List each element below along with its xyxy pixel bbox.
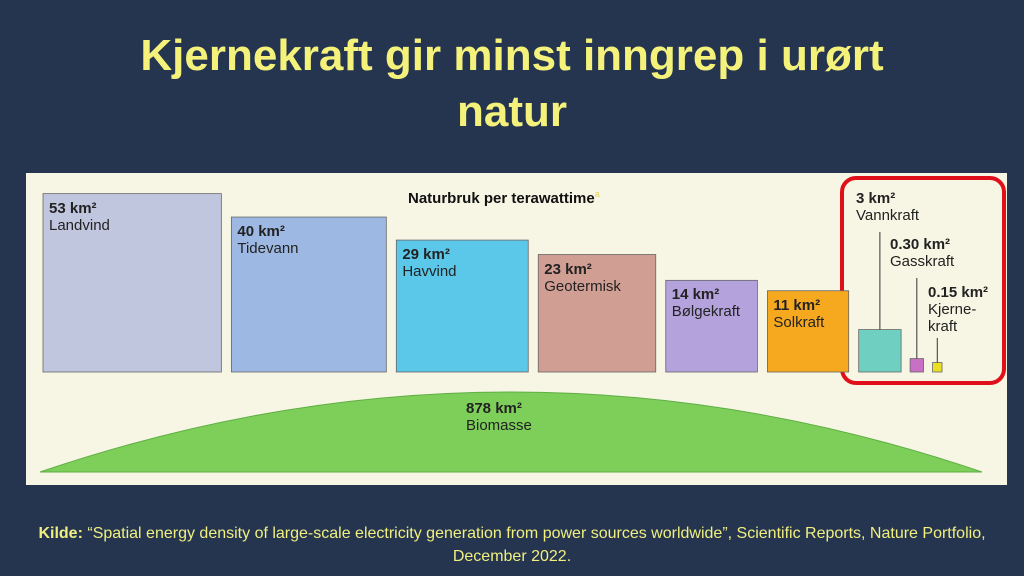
square <box>767 290 850 373</box>
source-text: “Spatial energy density of large-scale e… <box>87 525 986 565</box>
value-label: 3 km² <box>856 190 896 207</box>
value-label: 40 km² <box>237 223 285 241</box>
value-label: 11 km² <box>773 296 821 314</box>
square <box>395 239 529 373</box>
category-label: Gasskraft <box>890 253 955 270</box>
square-label: 3 km² Vannkraft <box>856 190 919 224</box>
square-label: 14 km² Bølgekraft <box>672 286 740 320</box>
square-label: 0.15 km² Kjerne-kraft <box>928 284 990 335</box>
category-label: Geotermisk <box>544 277 621 295</box>
title: Kjernekraft gir minst inngrep i urørt na… <box>140 31 884 136</box>
value-label: 23 km² <box>544 260 592 278</box>
square <box>665 279 758 373</box>
square <box>42 193 222 373</box>
square <box>537 254 657 373</box>
square-label: 29 km² Havvind <box>402 246 456 280</box>
source-label: Kilde: <box>38 525 83 542</box>
category-label: Tidevann <box>237 240 299 258</box>
subtitle-text: Naturbruk per terawattime <box>408 190 595 207</box>
value-label: 0.15 km² <box>928 284 989 301</box>
value-label: 0.30 km² <box>890 236 951 253</box>
square-label: 0.30 km² Gasskraft <box>890 236 954 270</box>
biomass-dome <box>39 391 983 473</box>
square-label: 23 km² Geotermisk <box>544 261 621 295</box>
highlight-box <box>840 176 1006 385</box>
square-label: 53 km² Landvind <box>49 200 110 234</box>
value-label: 878 km² <box>466 400 522 417</box>
value-label: 14 km² <box>671 286 720 304</box>
subtitle-mark: a <box>594 189 600 199</box>
subtitle: Naturbruk per terawattimea <box>408 189 600 207</box>
square-label: 40 km² Tidevann <box>237 223 298 257</box>
value-label: 29 km² <box>402 246 450 264</box>
square <box>230 216 387 373</box>
source: Kilde: “Spatial energy density of large-… <box>30 522 994 568</box>
category-label: Biomasse <box>466 417 532 434</box>
square <box>932 362 943 373</box>
category-label: Solkraft <box>773 313 825 331</box>
category-label: Vannkraft <box>856 207 920 224</box>
square-label: 11 km² Solkraft <box>773 297 824 331</box>
value-label: 53 km² <box>49 199 97 217</box>
square <box>858 329 902 373</box>
category-label: Havvind <box>402 263 457 281</box>
category-label: Landvind <box>49 216 110 234</box>
square <box>909 358 924 373</box>
category-label: Kjerne-kraft <box>928 301 977 335</box>
category-label: Bølgekraft <box>671 303 741 321</box>
biomass-label: 878 km² Biomasse <box>466 400 532 434</box>
